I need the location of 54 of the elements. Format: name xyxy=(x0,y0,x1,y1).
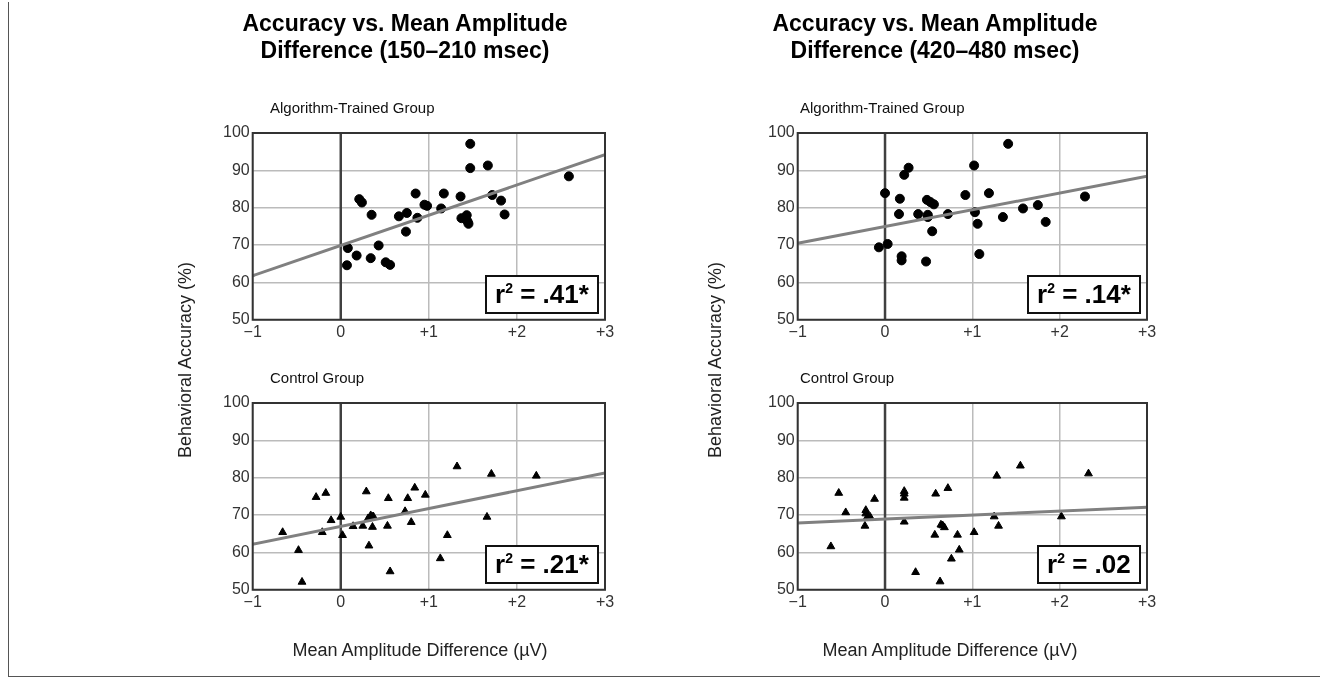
x-axis-title: Mean Amplitude Difference (µV) xyxy=(821,640,1079,661)
y-tick-label: 90 xyxy=(231,430,250,448)
x-tick-label: +2 xyxy=(1050,322,1069,340)
y-tick-label: 70 xyxy=(776,235,795,253)
annotation: r$^{2}$ = .41* xyxy=(485,274,599,314)
y-axis-title: Behavioral Accuracy (%) xyxy=(174,261,196,459)
x-tick-label: +3 xyxy=(1137,592,1157,610)
y-tick-label: 70 xyxy=(776,505,795,523)
y-tick-label: 70 xyxy=(231,235,250,253)
chart-subtitle: Algorithm-Trained Group xyxy=(270,99,435,116)
y-tick-label: 90 xyxy=(776,430,795,448)
x-tick-label: +3 xyxy=(595,322,615,340)
chart-subtitle: Control Group xyxy=(270,369,365,386)
y-tick-label: 60 xyxy=(776,542,795,560)
y-tick-label: 90 xyxy=(231,160,250,178)
y-tick-label: 80 xyxy=(776,468,795,486)
y-tick-label: 80 xyxy=(231,468,250,486)
y-tick-label: 60 xyxy=(231,542,250,560)
x-tick-label: +1 xyxy=(963,322,982,340)
x-axis-title: Mean Amplitude Difference (µV) xyxy=(291,640,549,661)
y-tick-label: 50 xyxy=(776,310,795,328)
x-tick-label: +2 xyxy=(507,592,527,610)
y-tick-label: 100 xyxy=(767,393,795,411)
chart-subtitle: Algorithm-Trained Group xyxy=(800,99,965,116)
y-tick-label: 80 xyxy=(776,198,795,216)
y-tick-label: 90 xyxy=(776,160,795,178)
chart-subtitle: Control Group xyxy=(800,369,895,386)
y-tick-label: 70 xyxy=(231,505,250,523)
annotation: r$^{2}$ = .02 xyxy=(1037,544,1141,584)
x-tick-label: +3 xyxy=(1137,322,1157,340)
x-tick-label: +1 xyxy=(419,592,439,610)
x-tick-label: +1 xyxy=(963,592,982,610)
x-tick-label: +1 xyxy=(419,322,439,340)
y-tick-label: 80 xyxy=(231,198,250,216)
y-tick-label: 60 xyxy=(231,272,250,290)
x-tick-label: 0 xyxy=(880,592,890,610)
y-tick-label: 100 xyxy=(767,123,795,141)
annotation: r$^{2}$ = .14* xyxy=(1027,274,1141,314)
x-tick-label: +2 xyxy=(507,322,527,340)
x-tick-label: +2 xyxy=(1050,592,1069,610)
x-tick-label: 0 xyxy=(336,322,346,340)
y-tick-label: 100 xyxy=(222,123,250,141)
chart-title: Accuracy vs. Mean Amplitude Difference (150–210 msec) xyxy=(241,10,569,64)
y-tick-label: 50 xyxy=(776,580,795,598)
chart-title: Accuracy vs. Mean Amplitude Difference (420–480 msec) xyxy=(771,10,1099,64)
y-tick-label: 50 xyxy=(231,580,250,598)
y-tick-label: 50 xyxy=(231,310,250,328)
y-axis-title: Behavioral Accuracy (%) xyxy=(704,261,726,459)
x-tick-label: +3 xyxy=(595,592,615,610)
y-tick-label: 60 xyxy=(776,272,795,290)
x-tick-label: 0 xyxy=(880,322,890,340)
annotation: r$^{2}$ = .21* xyxy=(485,544,599,584)
y-tick-label: 100 xyxy=(222,393,250,411)
x-tick-label: 0 xyxy=(336,592,346,610)
